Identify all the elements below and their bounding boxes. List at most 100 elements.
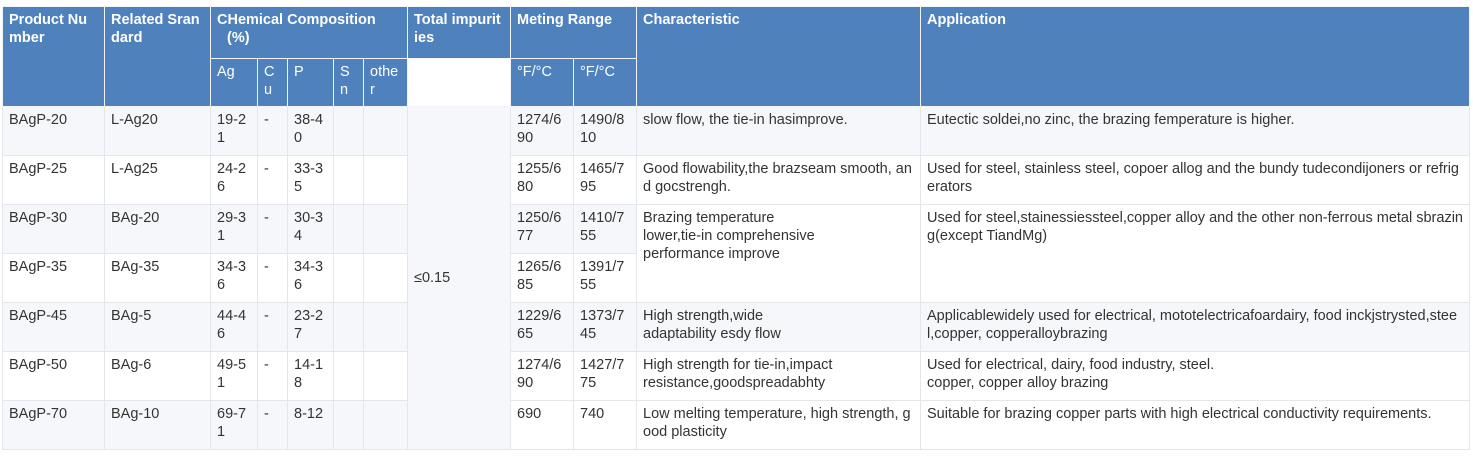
col-cu: Cu xyxy=(257,58,288,107)
characteristic-line: adaptability esdy flow xyxy=(643,326,781,342)
cell-ag: 49-51 xyxy=(210,351,258,401)
cell-melt-2: 1490/810 xyxy=(573,106,637,156)
cell-ag: 29-31 xyxy=(210,204,258,254)
cell-application-merged: Used for steel,stainessiessteel,copper a… xyxy=(920,204,1470,303)
brazing-alloy-table: Product Number Related Srandard CHemical… xyxy=(2,6,1470,450)
cell-other xyxy=(363,400,408,450)
cell-application: Used for electrical, dairy, food industr… xyxy=(920,351,1470,401)
cell-product: BAgP-45 xyxy=(2,302,105,352)
cell-product: BAgP-35 xyxy=(2,253,105,303)
cell-other xyxy=(363,204,408,254)
col-melting-f-c-2: °F/°C xyxy=(573,58,637,107)
col-melting-range: Meting Range xyxy=(510,6,637,59)
cell-characteristic: Good flowability,the brazseam smooth, an… xyxy=(636,155,921,205)
col-application: Application xyxy=(920,6,1470,107)
cell-melt-2: 1410/755 xyxy=(573,204,637,254)
cell-cu: - xyxy=(257,106,288,156)
cell-melt-2: 1373/745 xyxy=(573,302,637,352)
cell-characteristic: Low melting temperature, high strength, … xyxy=(636,400,921,450)
cell-characteristic: High strength,wide adaptability esdy flo… xyxy=(636,302,921,352)
cell-other xyxy=(363,253,408,303)
cell-standard: L-Ag25 xyxy=(104,155,211,205)
cell-melt-2: 1427/775 xyxy=(573,351,637,401)
cell-ag: 44-46 xyxy=(210,302,258,352)
col-p: P xyxy=(287,58,334,107)
application-line: Used for electrical, dairy, food industr… xyxy=(927,357,1215,373)
cell-standard: BAg-35 xyxy=(104,253,211,303)
col-ag: Ag xyxy=(210,58,258,107)
col-chemical-composition: CHemical Composition (%) xyxy=(210,6,408,59)
composition-title: CHemical Composition xyxy=(217,12,376,28)
characteristic-line: performance improve xyxy=(643,246,780,262)
cell-standard: BAg-5 xyxy=(104,302,211,352)
cell-product: BAgP-30 xyxy=(2,204,105,254)
cell-melt-1: 1274/690 xyxy=(510,106,574,156)
table-row: BAgP-25 L-Ag25 24-26 - 33-35 1255/680 14… xyxy=(2,155,1470,205)
cell-melt-2: 740 xyxy=(573,400,637,450)
cell-application: Suitable for brazing copper parts with h… xyxy=(920,400,1470,450)
cell-p: 23-27 xyxy=(287,302,334,352)
cell-cu: - xyxy=(257,400,288,450)
subheader-row: Ag Cu P Sn other °F/°C °F/°C xyxy=(3,58,1470,107)
cell-cu: - xyxy=(257,302,288,352)
cell-melt-1: 690 xyxy=(510,400,574,450)
cell-melt-1: 1229/665 xyxy=(510,302,574,352)
cell-sn xyxy=(333,155,364,205)
cell-application: Applicablewidely used for electrical, mo… xyxy=(920,302,1470,352)
cell-standard: BAg-10 xyxy=(104,400,211,450)
table-row: BAgP-35 BAg-35 34-36 - 34-36 1265/685 13… xyxy=(2,253,1470,303)
cell-total-impurities: ≤0.15 xyxy=(407,106,511,450)
application-line: copper, copper alloy brazing xyxy=(927,375,1109,391)
cell-melt-1: 1265/685 xyxy=(510,253,574,303)
cell-p: 30-34 xyxy=(287,204,334,254)
table-row: BAgP-50 BAg-6 49-51 - 14-18 1274/690 142… xyxy=(2,351,1470,401)
cell-other xyxy=(363,302,408,352)
characteristic-line: Brazing temperature xyxy=(643,210,775,226)
cell-cu: - xyxy=(257,155,288,205)
cell-cu: - xyxy=(257,351,288,401)
cell-product: BAgP-20 xyxy=(2,106,105,156)
col-melting-f-c-1: °F/°C xyxy=(510,58,574,107)
col-related-standard: Related Srandard xyxy=(104,6,211,107)
cell-other xyxy=(363,351,408,401)
cell-melt-1: 1255/680 xyxy=(510,155,574,205)
impurities-subheader-blank xyxy=(407,58,511,107)
cell-sn xyxy=(333,400,364,450)
cell-p: 34-36 xyxy=(287,253,334,303)
cell-characteristic: slow flow, the tie-in hasimprove. xyxy=(636,106,921,156)
header-row: Product Number Related Srandard CHemical… xyxy=(2,6,1470,107)
col-total-impurities: Total impurities xyxy=(407,6,511,59)
cell-sn xyxy=(333,351,364,401)
characteristic-line: High strength for tie-in,impact xyxy=(643,357,833,373)
cell-p: 38-40 xyxy=(287,106,334,156)
cell-sn xyxy=(333,204,364,254)
cell-product: BAgP-50 xyxy=(2,351,105,401)
cell-p: 14-18 xyxy=(287,351,334,401)
cell-ag: 19-21 xyxy=(210,106,258,156)
cell-standard: BAg-20 xyxy=(104,204,211,254)
cell-other xyxy=(363,106,408,156)
cell-p: 33-35 xyxy=(287,155,334,205)
cell-product: BAgP-25 xyxy=(2,155,105,205)
characteristic-line: High strength,wide xyxy=(643,308,764,324)
cell-ag: 34-36 xyxy=(210,253,258,303)
cell-standard: BAg-6 xyxy=(104,351,211,401)
cell-characteristic-merged: Brazing temperature lower,tie-in compreh… xyxy=(636,204,921,303)
cell-other xyxy=(363,155,408,205)
cell-p: 8-12 xyxy=(287,400,334,450)
cell-sn xyxy=(333,302,364,352)
table-row: BAgP-70 BAg-10 69-71 - 8-12 690 740 Low … xyxy=(2,400,1470,450)
cell-melt-1: 1250/677 xyxy=(510,204,574,254)
characteristic-line: resistance,goodspreadabhty xyxy=(643,375,826,391)
cell-standard: L-Ag20 xyxy=(104,106,211,156)
cell-characteristic: High strength for tie-in,impact resistan… xyxy=(636,351,921,401)
cell-application: Eutectic soldei,no zinc, the brazing fem… xyxy=(920,106,1470,156)
cell-melt-2: 1465/795 xyxy=(573,155,637,205)
composition-unit: (%) xyxy=(227,30,250,46)
col-product-number: Product Number xyxy=(2,6,105,107)
cell-cu: - xyxy=(257,253,288,303)
col-characteristic: Characteristic xyxy=(636,6,921,107)
cell-product: BAgP-70 xyxy=(2,400,105,450)
table-row: BAgP-30 BAg-20 29-31 - 30-34 1250/677 14… xyxy=(2,204,1470,303)
cell-melt-1: 1274/690 xyxy=(510,351,574,401)
